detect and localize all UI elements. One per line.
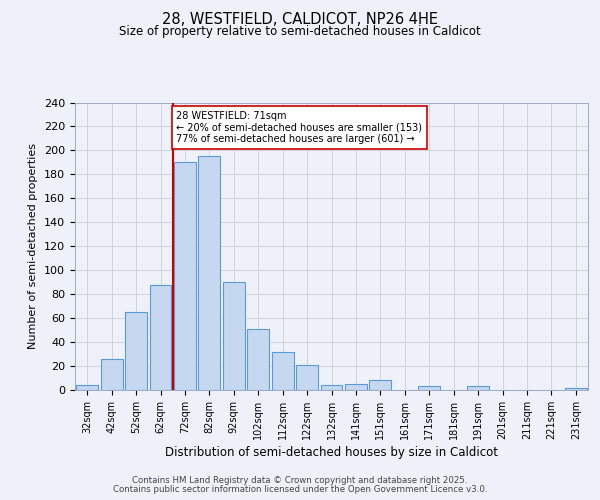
Text: 28 WESTFIELD: 71sqm
← 20% of semi-detached houses are smaller (153)
77% of semi-: 28 WESTFIELD: 71sqm ← 20% of semi-detach…: [176, 111, 422, 144]
Y-axis label: Number of semi-detached properties: Number of semi-detached properties: [28, 143, 38, 350]
Bar: [101, 359, 122, 390]
Bar: [199, 156, 220, 390]
Bar: [296, 365, 318, 390]
Bar: [174, 162, 196, 390]
Bar: [320, 385, 343, 390]
Bar: [370, 380, 391, 390]
Text: Size of property relative to semi-detached houses in Caldicot: Size of property relative to semi-detach…: [119, 25, 481, 38]
Text: Contains HM Land Registry data © Crown copyright and database right 2025.: Contains HM Land Registry data © Crown c…: [132, 476, 468, 485]
Text: Contains public sector information licensed under the Open Government Licence v3: Contains public sector information licen…: [113, 485, 487, 494]
Bar: [247, 329, 269, 390]
X-axis label: Distribution of semi-detached houses by size in Caldicot: Distribution of semi-detached houses by …: [165, 446, 498, 459]
Bar: [345, 384, 367, 390]
Text: 28, WESTFIELD, CALDICOT, NP26 4HE: 28, WESTFIELD, CALDICOT, NP26 4HE: [162, 12, 438, 28]
Bar: [125, 312, 147, 390]
Bar: [467, 386, 489, 390]
Bar: [76, 385, 98, 390]
Bar: [565, 388, 587, 390]
Bar: [149, 284, 172, 390]
Bar: [272, 352, 293, 390]
Bar: [223, 282, 245, 390]
Bar: [418, 386, 440, 390]
